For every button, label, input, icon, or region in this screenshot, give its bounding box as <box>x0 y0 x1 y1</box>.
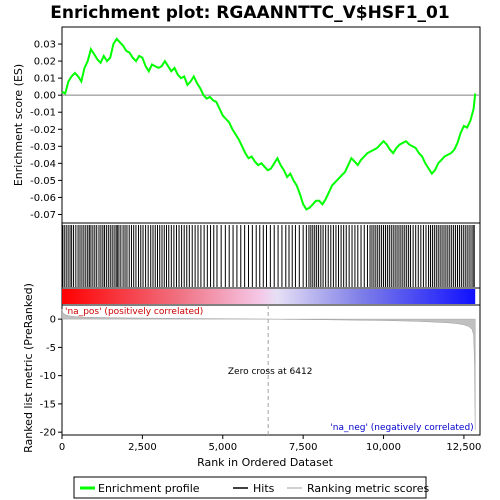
es-y-axis-label: Enrichment score (ES) <box>12 64 25 186</box>
metric-y-tick-label: -15 <box>40 399 56 410</box>
x-tick-label: 10,000 <box>366 442 401 453</box>
x-tick-label: 12,500 <box>446 442 481 453</box>
legend-label-metric: Ranking metric scores <box>307 482 429 495</box>
legend-label-enrichment: Enrichment profile <box>98 482 200 495</box>
metric-y-tick-label: -5 <box>46 343 56 354</box>
es-panel: 0.03 0.02 0.01 0.00 -0.01 -0.02 -0.03 -0.04 -0.0… <box>12 26 481 224</box>
x-tick-label: 0 <box>59 442 65 453</box>
es-y-tick-label: -0.03 <box>30 142 56 153</box>
metric-y-axis-label: Ranked list metric (PreRanked) <box>22 283 35 453</box>
es-y-tick-label: -0.02 <box>30 125 56 136</box>
hits-panel <box>61 222 481 306</box>
x-tick-label: 5,000 <box>208 442 237 453</box>
rank-color-bar <box>62 289 476 304</box>
es-y-tick-label: -0.07 <box>30 210 56 221</box>
legend-label-hits: Hits <box>253 482 275 495</box>
metric-y-tick-label: -10 <box>40 371 56 382</box>
es-panel-frame <box>61 26 481 224</box>
zero-cross-label: Zero cross at 6412 <box>228 367 313 377</box>
es-y-tick-label: -0.01 <box>30 108 56 119</box>
x-tick-label: 2,500 <box>128 442 157 453</box>
ranking-metric-area <box>61 308 476 430</box>
x-axis-label: Rank in Ordered Dataset <box>197 456 334 469</box>
es-y-tick-label: 0.01 <box>34 74 56 85</box>
legend: Enrichment profile Hits Ranking metric s… <box>73 476 429 499</box>
metric-y-ticks: 0 -5 -10 -15 -20 <box>40 315 62 439</box>
es-y-tick-label: 0.03 <box>34 40 56 51</box>
chart-title: Enrichment plot: RGAANNTTC_V$HSF1_01 <box>50 3 449 23</box>
pos-correlated-label: 'na_pos' (positively correlated) <box>65 307 203 317</box>
es-y-tick-label: -0.05 <box>30 176 56 187</box>
hit-lines <box>62 225 475 287</box>
metric-panel-frame <box>61 304 481 436</box>
neg-correlated-label: 'na_neg' (negatively correlated) <box>330 423 473 433</box>
metric-y-tick-label: 0 <box>50 315 56 326</box>
es-y-tick-label: 0.00 <box>34 91 56 102</box>
metric-y-tick-label: -20 <box>40 428 56 439</box>
enrichment-profile-line <box>61 37 477 211</box>
metric-panel: 0 -5 -10 -15 -20 0 2,500 5,000 7,500 10,000 12,50… <box>22 283 481 469</box>
x-tick-label: 7,500 <box>289 442 318 453</box>
es-y-tick-label: -0.06 <box>30 193 56 204</box>
es-y-ticks: 0.03 0.02 0.01 0.00 -0.01 -0.02 -0.03 -0.04 -0.0… <box>30 40 62 221</box>
es-y-tick-label: 0.02 <box>34 57 56 68</box>
es-y-tick-label: -0.04 <box>30 159 56 170</box>
metric-x-ticks: 0 2,500 5,000 7,500 10,000 12,500 <box>59 435 481 453</box>
legend-frame <box>73 476 427 499</box>
